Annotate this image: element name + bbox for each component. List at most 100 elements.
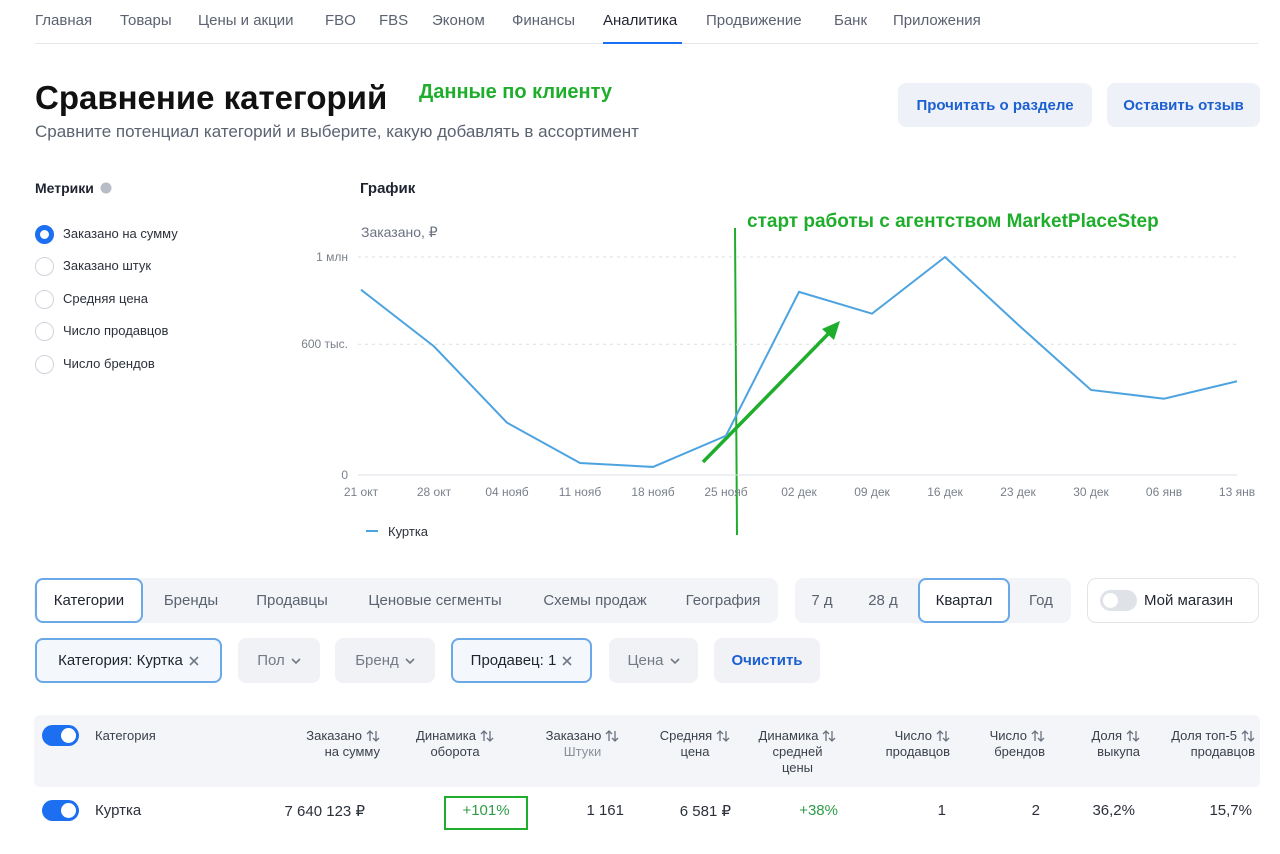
toggle[interactable] [42,800,79,821]
filter-chip[interactable]: Категория: Куртка [35,638,222,683]
sort-icon [936,730,950,742]
radio[interactable] [35,257,54,277]
toggle[interactable] [42,725,79,746]
header-line: Динамика [745,728,850,744]
table-header: Заказано на сумму [240,728,380,760]
header-button[interactable]: Прочитать о разделе [898,83,1092,127]
metric-option[interactable]: Число продавцов [63,323,169,339]
header-line: Доля топ-5 [1145,728,1255,744]
period-tab[interactable]: Квартал [918,578,1010,623]
radio[interactable] [35,354,54,374]
header-text: Заказано [545,728,602,743]
nav-tab[interactable]: Эконом [432,12,485,29]
x-tick-label: 06 янв [1146,485,1182,499]
header-text: Число [894,728,932,743]
table-cell: 1 [937,802,946,819]
segment-tab[interactable]: Продавцы [256,592,328,609]
header-text: Средняя [659,728,713,743]
filter-chip[interactable]: Бренд [335,638,435,683]
table-header-bg [34,715,1260,787]
cross-path [189,655,199,666]
radio[interactable] [35,322,54,342]
header-line: Число [950,728,1045,744]
y-tick-label: 0 [341,468,348,482]
segment-tab[interactable]: Ценовые сегменты [368,592,502,609]
metric-option[interactable]: Заказано штук [63,258,152,274]
nav-tab[interactable]: FBO [325,12,356,29]
segment-tab[interactable]: Схемы продаж [543,592,647,609]
header-button[interactable]: Оставить отзыв [1107,83,1260,127]
table-cell: 1 161 [586,802,624,819]
client-note: Данные по клиенту [419,81,613,103]
sort-icon [366,730,380,742]
filter-label: Категория: Куртка [58,652,183,669]
filter-chip[interactable]: Цена [609,638,698,683]
sort-path [605,730,619,742]
filter-chip[interactable]: Пол [238,638,320,683]
chevron-path [291,657,301,664]
sort-icon [716,730,730,742]
nav-tab[interactable]: Главная [35,12,93,29]
filter-label: Пол [257,652,285,669]
annotation: старт работы с агентством MarketPlaceSte… [747,211,1159,232]
table-cell: +101% [462,802,510,819]
table-cell: Куртка [95,802,142,819]
clear-button[interactable]: Очистить [714,638,820,683]
toggle-knob [61,728,76,743]
my-store-label: Мой магазин [1144,592,1234,609]
period-tab[interactable]: 7 д [811,592,833,609]
metric-option[interactable]: Средняя цена [63,290,148,306]
nav-tab[interactable]: Цены и акции [198,12,294,29]
nav-tab[interactable]: Финансы [512,12,575,29]
x-tick-label: 23 дек [1000,485,1036,499]
annotation-arrow [701,328,834,464]
table-cell: 2 [1031,802,1040,819]
header-line: оборота [400,744,510,760]
nav-tab[interactable]: Приложения [893,12,981,29]
chevron [291,657,301,664]
period-tab[interactable]: Год [1029,592,1053,609]
y-tick-label: 1 млн [316,250,348,264]
page-subtitle: Сравните потенциал категорий и выберите,… [35,122,639,141]
header-text: оборота [430,744,480,759]
segment-tab[interactable]: География [685,592,761,609]
header-line: Заказано [530,728,635,744]
radio[interactable] [35,289,54,309]
metric-option[interactable]: Заказано на сумму [63,226,178,241]
sort-path [366,730,380,742]
header-line: Динамика [400,728,510,744]
segment-group [34,578,778,623]
y-tick-label: 600 тыс. [301,337,348,351]
my-store: Мой магазин [1087,578,1259,623]
header-text: Категория [95,728,156,743]
period-tab[interactable]: 28 д [868,592,898,609]
info-icon [100,182,112,194]
x-tick-label: 28 окт [417,485,452,499]
sort-icon [1126,730,1140,742]
x-tick-label: 04 нояб [485,485,528,499]
nav-tab[interactable]: Товары [120,12,172,29]
segment-tab[interactable]: Категории [35,578,143,623]
data-line [360,255,1238,468]
segment-tab[interactable]: Бренды [163,592,219,609]
toggle[interactable] [1100,590,1137,611]
metric-option[interactable]: Число брендов [63,355,155,371]
x-tick-label: 02 дек [781,485,817,499]
header-line: Категория [95,728,245,744]
header-line: Число [850,728,950,744]
sort-icon [605,730,619,742]
nav-tab[interactable]: Аналитика [603,12,678,29]
filter-chip[interactable]: Продавец: 1 [451,638,592,683]
nav-tab[interactable]: FBS [379,12,409,29]
nav-underline [603,42,682,44]
header-text: Динамика [416,728,476,743]
header-text: на сумму [324,744,380,759]
x-tick-label: 18 нояб [631,485,674,499]
header-line: на сумму [240,744,380,760]
nav-tab[interactable]: Банк [834,12,868,29]
header-line: средней [745,744,850,760]
nav-tab[interactable]: Продвижение [706,12,802,29]
radio[interactable] [35,225,54,244]
x-tick-label: 30 дек [1073,485,1109,499]
